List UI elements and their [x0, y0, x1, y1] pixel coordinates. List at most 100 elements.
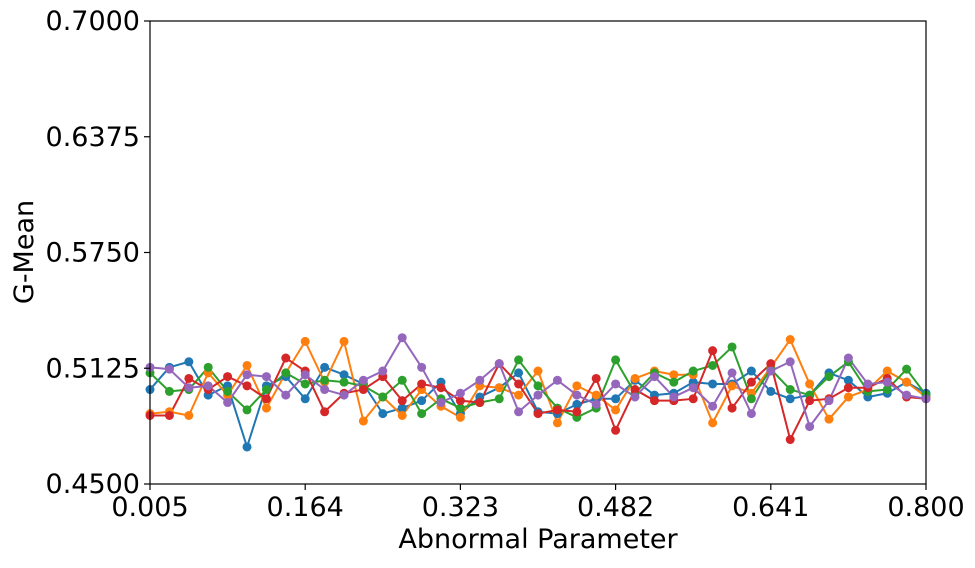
series-2-point — [533, 366, 543, 376]
series-5-point — [902, 390, 912, 400]
series-2-point — [708, 418, 718, 428]
x-axis-ticks: 0.005 0.164 0.323 0.482 0.641 0.800 — [111, 484, 965, 523]
series-2-point — [358, 416, 368, 426]
series-3-point — [533, 381, 543, 391]
series-2-point — [611, 405, 621, 415]
y-tick-label: 0.5750 — [46, 238, 140, 269]
series-4-point — [436, 383, 446, 393]
series-1-point — [572, 399, 582, 409]
series-5-point — [630, 392, 640, 402]
series-5-point — [436, 398, 446, 408]
series-5-point — [261, 372, 271, 382]
series-2-point — [669, 370, 679, 380]
series-1-point — [766, 386, 776, 396]
series-5-point — [882, 377, 892, 387]
series-4-point — [611, 425, 621, 435]
series-3-point — [824, 372, 834, 382]
series-4-point — [475, 398, 485, 408]
series-5-point — [339, 390, 349, 400]
series-2-point — [824, 414, 834, 424]
series-5-point — [843, 353, 853, 363]
series-3-point — [203, 362, 213, 372]
series-4-point — [843, 383, 853, 393]
series-2-point — [805, 379, 815, 389]
series-points — [145, 333, 931, 452]
series-5-point — [358, 375, 368, 385]
series-3-point — [261, 385, 271, 395]
series-4-point — [397, 396, 407, 406]
series-3-point — [688, 366, 698, 376]
series-5-point — [164, 364, 174, 374]
series-2-point — [843, 392, 853, 402]
series-1-point — [514, 368, 524, 378]
series-2-point — [242, 360, 252, 370]
series-2-point — [882, 366, 892, 376]
series-5-point — [824, 396, 834, 406]
y-tick-label: 0.7000 — [46, 6, 140, 37]
series-5-point — [572, 390, 582, 400]
series-1-point — [708, 379, 718, 389]
series-4-point — [164, 410, 174, 420]
series-3-point — [746, 394, 756, 404]
series-4-point — [688, 394, 698, 404]
series-5-point — [611, 379, 621, 389]
series-1-point — [339, 370, 349, 380]
series-1-point — [378, 409, 388, 419]
series-3-point — [242, 405, 252, 415]
series-5-point — [475, 375, 485, 385]
series-3-point — [397, 375, 407, 385]
series-3-point — [611, 355, 621, 365]
series-4-point — [649, 396, 659, 406]
series-5-point — [708, 401, 718, 411]
series-5-point — [863, 379, 873, 389]
series-3-point — [669, 377, 679, 387]
y-tick-label: 0.4500 — [46, 469, 140, 500]
series-4-point — [727, 403, 737, 413]
series-4-point — [514, 379, 524, 389]
series-4-point — [455, 396, 465, 406]
series-3-point — [164, 386, 174, 396]
series-5-point — [397, 333, 407, 343]
series-5-point — [514, 407, 524, 417]
series-5-point — [533, 390, 543, 400]
series-5-point — [727, 368, 737, 378]
series-5-point — [300, 370, 310, 380]
series-4-point — [223, 372, 233, 382]
series-2-point — [902, 377, 912, 387]
series-3-point — [223, 386, 233, 396]
series-5-point — [805, 422, 815, 432]
series-1-point — [300, 394, 310, 404]
series-4-point — [805, 396, 815, 406]
series-1-point — [611, 394, 621, 404]
series-5-point — [320, 385, 330, 395]
series-3-point — [320, 375, 330, 385]
series-1-point — [320, 362, 330, 372]
series-4-point — [630, 385, 640, 395]
series-5-point — [669, 392, 679, 402]
y-tick-label: 0.5125 — [46, 353, 140, 384]
series-1-point — [184, 357, 194, 367]
series-4-point — [533, 409, 543, 419]
series-4-point — [572, 407, 582, 417]
series-5-point — [417, 362, 427, 372]
series-3-point — [281, 368, 291, 378]
series-1-point — [746, 366, 756, 376]
series-4-point — [766, 359, 776, 369]
series-5-point — [223, 398, 233, 408]
series-2-point — [300, 336, 310, 346]
series-5-point — [494, 359, 504, 369]
x-tick-label: 0.323 — [422, 492, 499, 523]
series-5-point — [649, 372, 659, 382]
series-2-point — [455, 412, 465, 422]
series-5-point — [184, 383, 194, 393]
series-2-point — [184, 410, 194, 420]
series-5-point — [455, 388, 465, 398]
series-1-point — [397, 403, 407, 413]
series-4-point — [552, 405, 562, 415]
series-5-point — [766, 366, 776, 376]
series-2-point — [727, 381, 737, 391]
series-5-point — [591, 399, 601, 409]
x-tick-label: 0.005 — [111, 492, 188, 523]
